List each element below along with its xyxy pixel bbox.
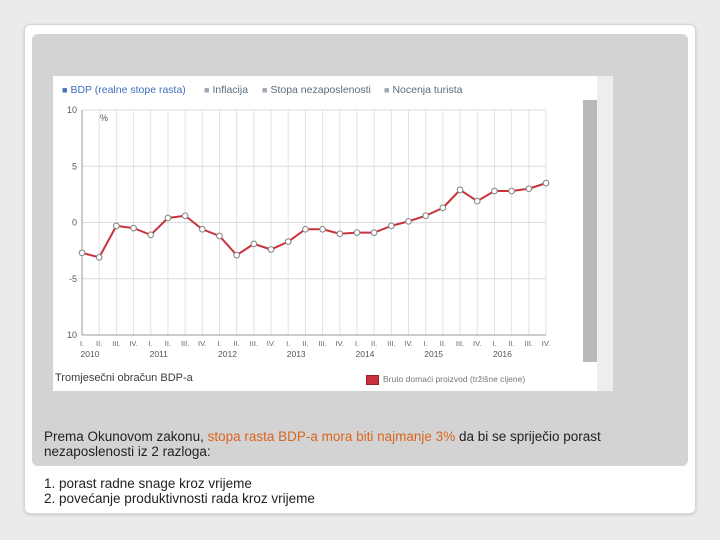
scrollbar-rail[interactable] bbox=[597, 76, 613, 391]
data-point bbox=[439, 204, 447, 212]
data-point bbox=[78, 249, 86, 257]
data-point bbox=[336, 230, 344, 238]
x-year-label: 2011 bbox=[150, 349, 169, 359]
x-tick-label: III. bbox=[112, 339, 120, 348]
x-tick-label: I. bbox=[355, 339, 359, 348]
x-year-label: 2014 bbox=[356, 349, 375, 359]
x-tick-label: III. bbox=[250, 339, 258, 348]
tab-stopa-nezaposlenosti[interactable]: ■ Stopa nezaposlenosti bbox=[262, 84, 371, 96]
x-tick-label: I. bbox=[80, 339, 84, 348]
data-point bbox=[319, 225, 326, 233]
para-highlight: stopa rasta BDP-a mora biti najmanje 3% bbox=[207, 429, 456, 444]
tab-inflacija[interactable]: ■ Inflacija bbox=[204, 84, 248, 96]
scrollbar-thumb[interactable] bbox=[583, 100, 597, 362]
data-point bbox=[456, 186, 464, 194]
y-tick-label: 0 bbox=[72, 218, 77, 228]
legend-label: Bruto domaći proizvod (tržišne cijene) bbox=[383, 374, 526, 384]
data-point bbox=[164, 214, 172, 222]
tab-label: Inflacija bbox=[212, 84, 249, 96]
data-point bbox=[405, 218, 412, 225]
reason-list: 1. porast radne snage kroz vrijeme 2. po… bbox=[44, 476, 315, 506]
data-point bbox=[198, 225, 206, 233]
chart-caption: Tromjesečni obračun BDP-a bbox=[55, 372, 193, 384]
chart-legend: Bruto domaći proizvod (tržišne cijene) bbox=[366, 374, 525, 385]
x-tick-label: I. bbox=[424, 339, 428, 348]
data-point bbox=[147, 231, 155, 239]
x-tick-label: II. bbox=[371, 339, 377, 348]
chart-tabs: ■ BDP (realne stope rasta) ■ Inflacija ■ St… bbox=[62, 84, 582, 98]
x-tick-label: I. bbox=[286, 339, 290, 348]
x-year-label: 2016 bbox=[493, 349, 512, 359]
para-text-before: Prema Okunovom zakonu, bbox=[44, 429, 208, 444]
list-item: 2. povećanje produktivnosti rada kroz vr… bbox=[44, 491, 315, 506]
data-point bbox=[250, 240, 258, 248]
data-point bbox=[181, 212, 189, 220]
okun-paragraph: Prema Okunovom zakonu, stopa rasta BDP-a… bbox=[44, 429, 684, 459]
x-year-label: 2012 bbox=[218, 349, 237, 359]
x-tick-label: II. bbox=[302, 339, 308, 348]
x-tick-label: IV. bbox=[473, 339, 481, 348]
x-tick-label: I. bbox=[217, 339, 221, 348]
data-point bbox=[302, 225, 309, 233]
x-tick-label: III. bbox=[387, 339, 395, 348]
para-text-after: da bi se spriječio porast nezaposlenosti… bbox=[44, 429, 601, 459]
legend-swatch bbox=[366, 374, 379, 385]
data-point bbox=[130, 224, 137, 232]
x-tick-label: II. bbox=[96, 339, 102, 348]
x-year-label: 2013 bbox=[287, 349, 306, 359]
data-point bbox=[387, 222, 395, 230]
x-year-label: 2010 bbox=[81, 349, 100, 359]
bullet-icon: ■ bbox=[204, 85, 210, 95]
x-tick-label: IV. bbox=[542, 339, 550, 348]
unit-label: % bbox=[100, 113, 108, 123]
y-tick-label: -5 bbox=[69, 274, 77, 284]
y-tick-label: 10 bbox=[67, 105, 77, 115]
x-tick-label: III. bbox=[525, 339, 533, 348]
x-tick-label: IV. bbox=[267, 339, 275, 348]
data-point bbox=[95, 254, 103, 261]
tab-label: Nocenja turista bbox=[392, 84, 463, 96]
x-tick-label: IV. bbox=[404, 339, 412, 348]
y-tick-label: 10 bbox=[67, 330, 77, 340]
list-item: 1. porast radne snage kroz vrijeme bbox=[44, 476, 252, 491]
x-tick-label: II. bbox=[440, 339, 446, 348]
data-point bbox=[284, 238, 292, 245]
data-point bbox=[525, 185, 533, 193]
data-point bbox=[542, 179, 550, 187]
x-tick-label: IV. bbox=[336, 339, 344, 348]
data-point bbox=[491, 187, 498, 195]
x-tick-label: IV. bbox=[129, 339, 137, 348]
data-point bbox=[370, 229, 378, 236]
tab-label: Stopa nezaposlenosti bbox=[270, 84, 371, 96]
data-point bbox=[508, 187, 515, 195]
x-tick-label: I. bbox=[149, 339, 153, 348]
tab-label: BDP (realne stope rasta) bbox=[70, 84, 186, 96]
data-point bbox=[422, 212, 430, 220]
x-tick-label: IV. bbox=[198, 339, 206, 348]
x-tick-label: II. bbox=[508, 339, 514, 348]
x-tick-label: II. bbox=[165, 339, 171, 348]
series-line bbox=[81, 182, 547, 259]
x-year-label: 2015 bbox=[424, 349, 443, 359]
x-tick-label: III. bbox=[181, 339, 189, 348]
data-point bbox=[267, 246, 275, 253]
x-tick-label: III. bbox=[456, 339, 464, 348]
tab-bdp[interactable]: ■ BDP (realne stope rasta) bbox=[62, 84, 186, 96]
data-point bbox=[233, 251, 241, 259]
bullet-icon: ■ bbox=[62, 85, 68, 95]
data-point bbox=[473, 197, 481, 205]
x-tick-label: I. bbox=[492, 339, 496, 348]
data-point bbox=[353, 229, 361, 236]
tab-nocenja-turista[interactable]: ■ Nocenja turista bbox=[384, 84, 462, 96]
data-point bbox=[216, 232, 223, 240]
bullet-icon: ■ bbox=[262, 85, 268, 95]
data-point bbox=[113, 222, 120, 230]
x-tick-label: II. bbox=[234, 339, 240, 348]
x-tick-label: III. bbox=[318, 339, 326, 348]
y-tick-label: 5 bbox=[72, 161, 77, 171]
bullet-icon: ■ bbox=[384, 85, 390, 95]
